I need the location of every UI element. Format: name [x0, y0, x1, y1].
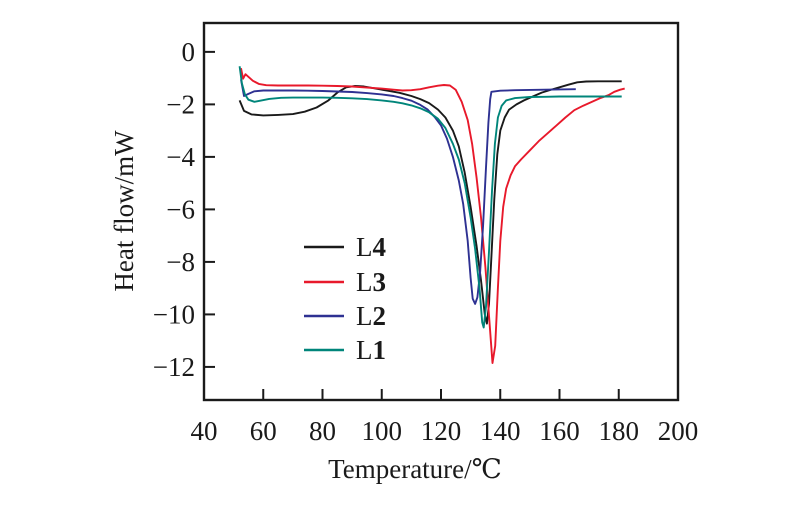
y-tick-label: −12	[153, 352, 195, 382]
legend-label-L3: L3	[356, 267, 386, 297]
series-lines	[238, 66, 625, 364]
legend-label-L1: L1	[356, 335, 386, 365]
plot-frame	[202, 21, 680, 402]
y-tick-label: −2	[166, 89, 195, 119]
y-axis-title: Heat flow/mW	[109, 130, 139, 292]
x-tick-label: 60	[250, 416, 277, 446]
x-tick-label: 80	[309, 416, 336, 446]
series-line-L3	[240, 68, 625, 364]
y-tick-label: −10	[153, 299, 195, 329]
x-tick-label: 120	[421, 416, 462, 446]
x-tick-label: 160	[539, 416, 580, 446]
legend-label-L4: L4	[356, 232, 386, 262]
series-line-L1	[238, 66, 622, 329]
x-tick-label: 180	[599, 416, 640, 446]
series-line-L4	[238, 80, 622, 325]
y-tick-label: −4	[166, 142, 195, 172]
x-tick-label: 100	[362, 416, 403, 446]
axis-ticks	[204, 50, 620, 400]
series-line-L2	[240, 79, 576, 305]
x-tick-label: 140	[480, 416, 521, 446]
y-tick-label: −8	[166, 247, 195, 277]
x-tick-label: 200	[658, 416, 699, 446]
legend-label-L2: L2	[356, 301, 386, 331]
legend: L4 L3 L2 L1	[304, 232, 386, 365]
tick-labels: 40 60 80 100 120 140 160 180 200 0 −2 −4 −6 −8 −10 −12	[153, 37, 698, 446]
y-tick-label: −6	[166, 194, 195, 224]
y-tick-label: 0	[182, 37, 196, 67]
x-tick-label: 40	[191, 416, 218, 446]
x-axis-title: Temperature/℃	[328, 454, 502, 484]
plot-border	[202, 21, 680, 402]
